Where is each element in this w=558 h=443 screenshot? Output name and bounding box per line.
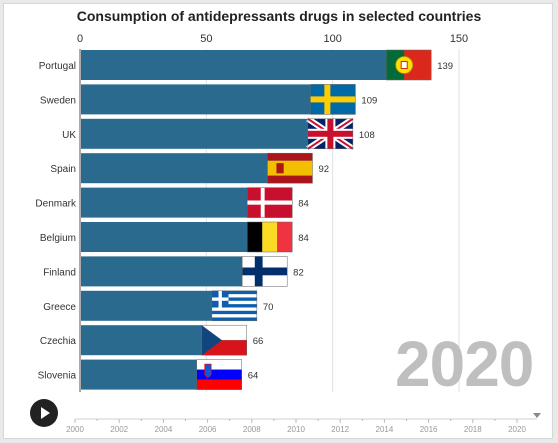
x-tick-label: 150 — [450, 33, 468, 45]
category-label: Finland — [43, 267, 76, 278]
slovenia-flag-icon — [196, 359, 242, 390]
spain-flag-icon — [267, 152, 313, 184]
chart-title: Consumption of antidepressants drugs in … — [76, 8, 482, 24]
denmark-flag-icon — [246, 187, 293, 218]
sweden-flag-icon — [310, 84, 356, 115]
category-label: Portugal — [39, 61, 76, 72]
czechia-flag-icon — [201, 324, 248, 356]
belgium-flag-icon — [246, 221, 293, 253]
category-label: Spain — [50, 164, 76, 175]
year-label: 2020 — [395, 328, 534, 400]
x-tick-label: 100 — [323, 33, 341, 45]
timeline-tick-label: 2006 — [199, 425, 217, 434]
timeline-tick-label: 2020 — [508, 425, 526, 434]
play-button[interactable] — [30, 399, 58, 427]
uk-flag-icon — [306, 116, 355, 152]
timeline-tick-label: 2000 — [66, 425, 84, 434]
timeline-handle[interactable] — [533, 413, 541, 418]
timeline-tick-label: 2016 — [420, 425, 438, 434]
value-label: 82 — [293, 267, 304, 278]
value-label: 109 — [361, 95, 377, 106]
value-label: 92 — [318, 164, 329, 175]
bar-sweden — [81, 84, 356, 115]
bar-portugal — [81, 50, 432, 80]
x-tick-label: 0 — [77, 33, 83, 45]
portugal-flag-icon — [385, 49, 432, 81]
value-label: 66 — [253, 336, 264, 347]
category-label: Czechia — [40, 336, 77, 347]
x-tick-label: 50 — [200, 33, 212, 45]
value-label: 64 — [248, 371, 259, 382]
bar-uk — [81, 118, 353, 149]
value-label: 84 — [298, 199, 309, 210]
category-label: Greece — [43, 302, 76, 313]
timeline-tick-label: 2002 — [110, 425, 128, 434]
value-label: 84 — [298, 233, 309, 244]
category-label: Denmark — [35, 199, 77, 210]
timeline-tick-label: 2012 — [331, 425, 349, 434]
timeline-tick-label: 2014 — [376, 425, 394, 434]
category-label: Sweden — [40, 95, 76, 106]
value-label: 108 — [359, 130, 375, 141]
category-label: Belgium — [40, 233, 76, 244]
timeline-tick-label: 2004 — [155, 425, 173, 434]
greece-flag-icon — [211, 290, 258, 322]
timeline-tick-label: 2008 — [243, 425, 261, 434]
timeline-tick-label: 2010 — [287, 425, 305, 434]
timeline-tick-label: 2018 — [464, 425, 482, 434]
category-label: Slovenia — [38, 371, 77, 382]
value-label: 139 — [437, 61, 453, 72]
value-label: 70 — [263, 302, 274, 313]
category-label: UK — [62, 130, 76, 141]
finland-flag-icon — [241, 256, 288, 287]
